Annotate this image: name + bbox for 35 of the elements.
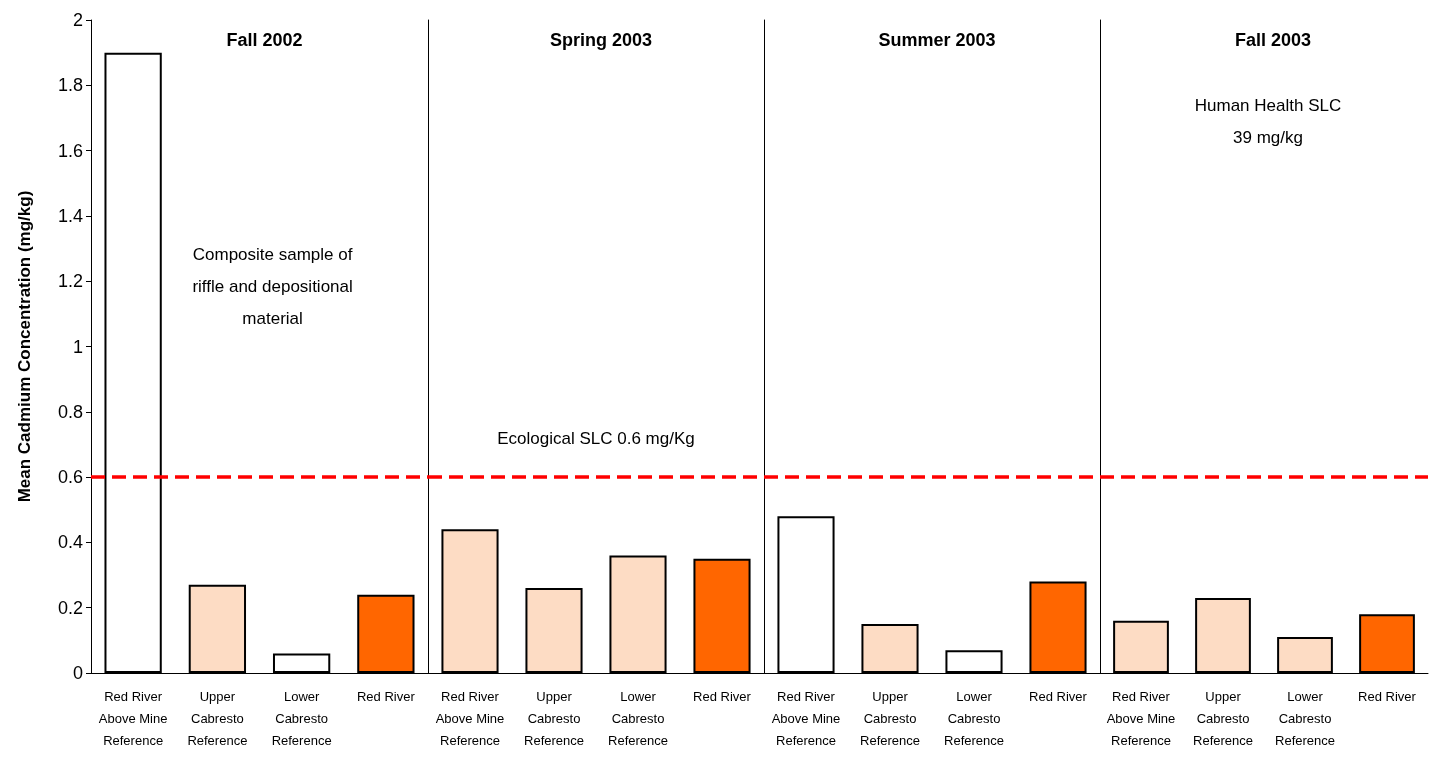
y-tick-label: 2: [72, 10, 83, 30]
x-tick-label: Lower Cabresto Reference: [271, 688, 332, 748]
y-tick-label: 1: [72, 336, 83, 357]
y-tick-label: 0.2: [57, 597, 83, 618]
text: Summer 2003: [878, 30, 996, 50]
x-tick-label: Upper Cabresto Reference: [524, 688, 584, 748]
x-tick-label: Red River Above Mine Reference: [771, 688, 841, 748]
ref-line-label: Ecological SLC 0.6 mg/Kg: [497, 429, 695, 449]
x-tick-label: Red River: [693, 688, 752, 704]
text: Fall 2002: [226, 30, 303, 50]
x-tick-label: Lower Cabresto Reference: [608, 688, 668, 748]
y-tick-label: 1.6: [57, 140, 83, 161]
text: Spring 2003: [549, 30, 653, 50]
y-tick-label: 0.4: [57, 532, 83, 553]
x-tick-label: Red River: [356, 688, 416, 704]
annotation: Composite sample of riffle and depositional material: [192, 245, 353, 329]
y-tick-label: 0.8: [57, 401, 83, 422]
x-tick-label: Lower Cabresto Reference: [944, 688, 1004, 748]
x-tick-label: Lower Cabresto Reference: [1275, 688, 1335, 748]
y-tick-label: 1.4: [57, 205, 83, 226]
x-tick-label: Red River: [1029, 688, 1088, 704]
annotation: Human Health SLC 39 mg/kg: [1194, 96, 1342, 148]
x-tick-label: Red River: [1358, 688, 1417, 704]
y-tick-label: 0: [72, 663, 83, 683]
y-axis-title: Mean Cadmium Concentration (mg/kg): [15, 190, 34, 503]
x-tick-label: Upper Cabresto Reference: [860, 688, 920, 748]
x-tick-label: Upper Cabresto Reference: [187, 688, 248, 748]
x-tick-label: Red River Above Mine Reference: [435, 688, 505, 748]
y-tick-label: 0.6: [57, 467, 83, 488]
x-tick-label: Red River Above Mine Reference: [98, 688, 168, 748]
text: Fall 2003: [1234, 30, 1312, 50]
y-tick-label: 1.2: [57, 271, 83, 292]
x-tick-label: Upper Cabresto Reference: [1193, 688, 1253, 748]
x-tick-label: Red River Above Mine Reference: [1106, 688, 1176, 748]
y-tick-label: 1.8: [57, 75, 83, 96]
